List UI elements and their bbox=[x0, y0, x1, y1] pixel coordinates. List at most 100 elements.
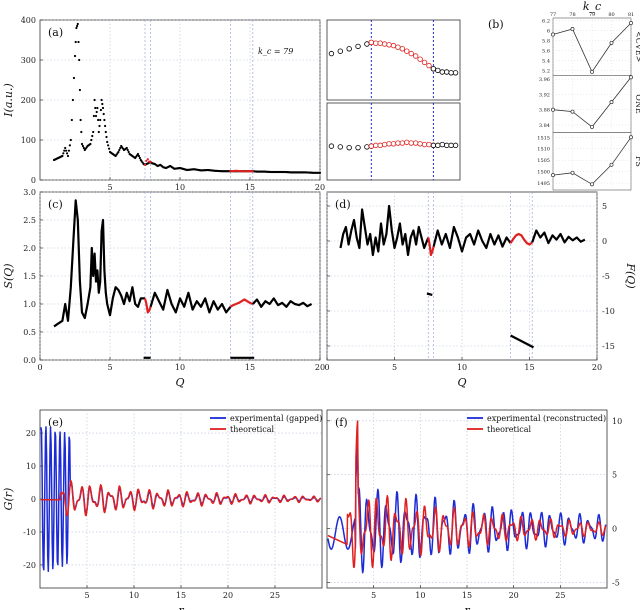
series-inset-1-2-point-3 bbox=[444, 142, 450, 149]
legend-label-e-1: theoretical bbox=[230, 425, 275, 434]
b-sub-label-1: ONE bbox=[634, 94, 640, 114]
series-d-1 bbox=[427, 237, 435, 257]
series-a-0-point-12 bbox=[63, 149, 66, 152]
series-a-0-point-30 bbox=[78, 88, 81, 92]
series-a-0-point-63 bbox=[104, 130, 107, 134]
series-a-0-point-24 bbox=[74, 40, 77, 44]
series-a-0-point-79 bbox=[119, 146, 122, 150]
series-inset-1-2-point-2 bbox=[439, 141, 445, 148]
series-inset-0-0-point-0 bbox=[328, 50, 335, 57]
series-inset-1-0-point-1 bbox=[337, 144, 343, 150]
b-ytick-1-1: 3.88 bbox=[539, 108, 550, 114]
series-inset-0-1-point-13 bbox=[426, 62, 432, 69]
series-d-0 bbox=[339, 204, 430, 257]
series-a-0-point-58 bbox=[101, 102, 104, 106]
xtick-label-f-1: 10 bbox=[415, 591, 425, 600]
series-inset-1-1-point-4 bbox=[386, 141, 392, 147]
ytick-label-d-1: -10 bbox=[602, 307, 615, 316]
b-point-2-4 bbox=[629, 135, 633, 140]
series-a-0-point-77 bbox=[117, 150, 120, 154]
b-xtick-2: 79 bbox=[589, 12, 595, 18]
series-a-2-point-20 bbox=[251, 170, 254, 173]
series-a-0-point-10 bbox=[61, 154, 64, 158]
ytick-label-e-3: 10 bbox=[26, 462, 36, 471]
series-a-0-point-50 bbox=[95, 110, 98, 114]
xlabel-c: Q bbox=[175, 376, 184, 389]
ytick-label-c-2: 1.0 bbox=[23, 300, 36, 309]
series-a-0-point-11 bbox=[62, 152, 65, 155]
xtick-label-f-3: 20 bbox=[509, 591, 519, 600]
ytick-label-c-4: 2.0 bbox=[23, 244, 36, 253]
ytick-label-e-1: -10 bbox=[23, 528, 36, 537]
b-point-1-2 bbox=[590, 124, 594, 129]
xtick-label-d-0: 0 bbox=[324, 363, 329, 372]
series-inset-1-2-point-4 bbox=[448, 142, 454, 149]
b-point-1-1 bbox=[570, 109, 575, 114]
series-inset-0-1-point-2 bbox=[377, 40, 383, 46]
series-inset-1-1-point-5 bbox=[390, 141, 397, 147]
b-point-0-4 bbox=[629, 21, 633, 25]
series-inset-1-1-point-6 bbox=[395, 140, 401, 146]
ytick-label-a-1: 100 bbox=[21, 136, 36, 145]
panel-inset-0 bbox=[326, 19, 461, 101]
series-a-0-point-18 bbox=[68, 144, 71, 147]
panel-inset-1 bbox=[326, 102, 461, 181]
series-a-0-point-46 bbox=[92, 114, 95, 118]
ytick-label-e-0: -20 bbox=[23, 561, 36, 570]
ytick-label-c-6: 3.0 bbox=[23, 188, 36, 197]
b-point-2-2 bbox=[590, 182, 594, 187]
panel-label-b: (b) bbox=[488, 18, 504, 31]
b-point-0-0 bbox=[551, 32, 555, 37]
series-a-1-point-0 bbox=[143, 163, 147, 166]
series-inset-0-2-point-2 bbox=[439, 69, 445, 75]
xtick-label-c-2: 10 bbox=[175, 363, 185, 372]
series-a-0-point-54 bbox=[98, 124, 101, 128]
xtick-label-e-1: 10 bbox=[129, 591, 139, 600]
xtick-label-e-4: 25 bbox=[270, 591, 280, 600]
series-inset-1-0-point-3 bbox=[355, 144, 361, 151]
b-xtick-1: 78 bbox=[569, 12, 575, 18]
series-c-3 bbox=[229, 298, 254, 308]
b-ytick-0-2: 5.6 bbox=[542, 48, 550, 54]
b-point-2-1 bbox=[570, 170, 575, 175]
series-a-0-point-309 bbox=[318, 171, 322, 174]
series-inset-0-2-point-1 bbox=[435, 67, 441, 74]
ytick-label-d-3: 0 bbox=[602, 237, 607, 246]
ytick-label-a-0: 0 bbox=[31, 176, 36, 185]
series-inset-0-0-point-4 bbox=[364, 41, 370, 47]
series-inset-1-1-point-1 bbox=[373, 142, 379, 149]
b-ytick-1-0: 3.84 bbox=[539, 123, 550, 129]
b-point-2-0 bbox=[551, 173, 555, 178]
ytick-label-d-0: -15 bbox=[602, 342, 615, 351]
series-inset-1-1-point-11 bbox=[417, 141, 423, 147]
ylabel-d: F(Q) bbox=[624, 262, 637, 288]
b-ytick-0-3: 5.8 bbox=[542, 38, 550, 44]
xtick-label-c-0: 0 bbox=[37, 363, 42, 372]
xtick-label-d-2: 10 bbox=[457, 363, 467, 372]
series-a-0-point-15 bbox=[65, 152, 69, 155]
xtick-label-a-0: 5 bbox=[107, 183, 112, 192]
series-a-0-point-34 bbox=[81, 144, 85, 148]
ytick-label-c-0: 0.0 bbox=[23, 356, 36, 365]
series-inset-1-1-point-3 bbox=[381, 141, 388, 148]
series-a-0-point-47 bbox=[93, 98, 96, 102]
series-a-0-point-64 bbox=[105, 135, 108, 139]
legend-label-e-0: experimental (gapped) bbox=[230, 414, 322, 423]
b-xtick-4: 81 bbox=[628, 12, 634, 18]
ylabel-e: G(r) bbox=[2, 488, 15, 511]
ytick-label-c-1: 0.5 bbox=[23, 328, 36, 337]
series-a-0-point-51 bbox=[96, 106, 99, 110]
series-inset-1-2-point-0 bbox=[430, 142, 437, 149]
series-inset-0-1-point-12 bbox=[421, 59, 428, 66]
series-inset-0-1-point-6 bbox=[395, 44, 401, 50]
series-c-4 bbox=[251, 297, 313, 308]
b-ytick-2-1: 1500 bbox=[537, 170, 550, 176]
series-a-0-point-59 bbox=[101, 106, 105, 110]
legend-label-f-0: experimental (reconstructed) bbox=[487, 414, 606, 423]
panel-e: 5 10 15 20 25 -20 -10 0 10 20 (e) r G(r) experimental… bbox=[2, 409, 323, 610]
series-a-0-point-60 bbox=[102, 112, 105, 116]
series-inset-0-0-point-2 bbox=[346, 46, 352, 52]
panel-label-e: (e) bbox=[48, 416, 63, 429]
b-point-0-1 bbox=[570, 27, 575, 31]
series-inset-0-1-point-5 bbox=[390, 42, 397, 49]
